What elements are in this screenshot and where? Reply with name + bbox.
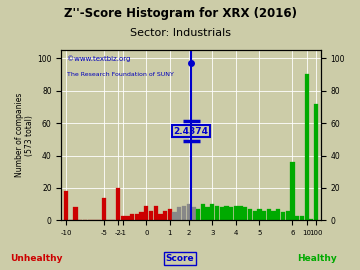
Bar [285,211,290,220]
Bar [144,206,148,220]
Bar [191,207,195,220]
Bar [238,206,243,220]
Bar [182,206,186,220]
Bar [186,204,191,220]
Bar [220,207,224,220]
Bar [121,215,125,220]
Bar [163,211,167,220]
Bar [177,207,181,220]
Bar [314,104,318,220]
Text: Sector: Industrials: Sector: Industrials [130,28,230,38]
Bar [267,209,271,220]
Bar [224,206,229,220]
Bar [130,214,134,220]
Bar [154,206,158,220]
Bar [201,204,205,220]
Bar [257,209,262,220]
Text: Score: Score [166,254,194,263]
Text: Z''-Score Histogram for XRX (2016): Z''-Score Histogram for XRX (2016) [63,7,297,20]
Bar [102,198,106,220]
Text: The Research Foundation of SUNY: The Research Foundation of SUNY [67,72,174,77]
Bar [295,215,299,220]
Bar [64,191,68,220]
Bar [229,207,233,220]
Bar [248,209,252,220]
Text: ©www.textbiz.org: ©www.textbiz.org [67,55,130,62]
Bar [206,207,210,220]
Text: 2.4374: 2.4374 [174,127,208,136]
Text: Healthy: Healthy [297,254,337,263]
Bar [262,211,266,220]
Bar [305,75,309,220]
Bar [271,211,276,220]
Bar [234,206,238,220]
Bar [300,215,304,220]
Bar [253,211,257,220]
Bar [149,211,153,220]
Bar [291,162,294,220]
Bar [116,188,120,220]
Bar [125,215,130,220]
Bar [243,207,247,220]
Bar [73,207,78,220]
Bar [281,212,285,220]
Bar [135,214,139,220]
Y-axis label: Number of companies
(573 total): Number of companies (573 total) [15,93,35,177]
Bar [210,204,215,220]
Bar [158,214,163,220]
Text: Unhealthy: Unhealthy [10,254,62,263]
Bar [309,219,314,220]
Bar [168,209,172,220]
Bar [276,209,280,220]
Bar [139,212,144,220]
Bar [215,206,219,220]
Bar [196,209,200,220]
Bar [172,212,177,220]
